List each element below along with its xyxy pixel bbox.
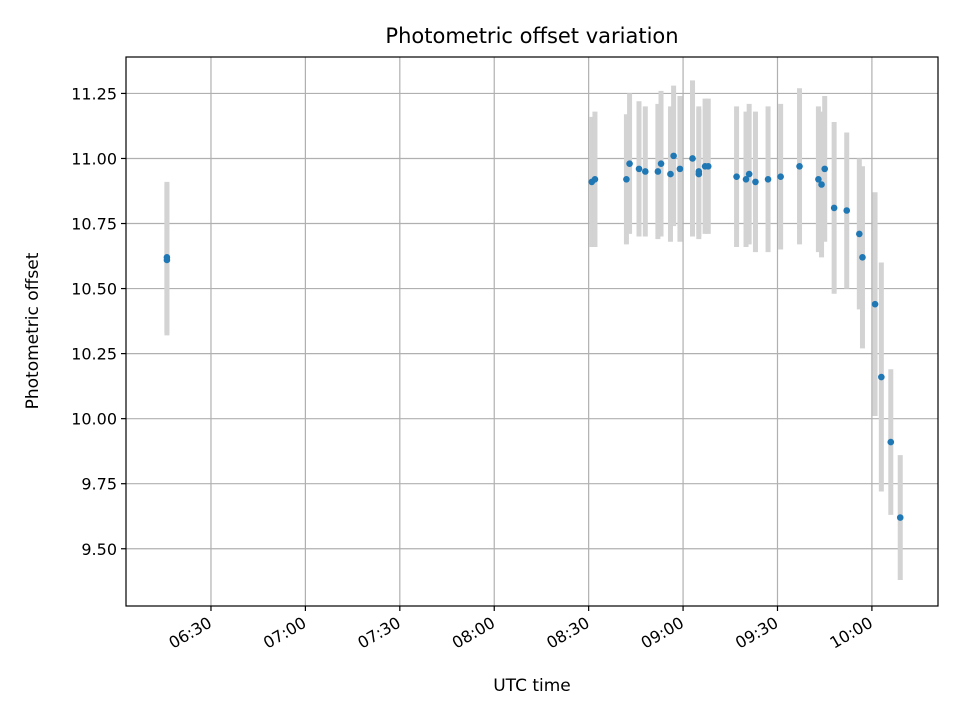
x-axis-title: UTC time	[493, 676, 571, 696]
data-point	[821, 165, 828, 173]
data-point	[887, 438, 895, 446]
chart-title: Photometric offset variation	[385, 24, 678, 48]
data-point	[670, 152, 677, 160]
data-point	[163, 254, 171, 261]
data-point	[635, 165, 643, 173]
data-point	[623, 175, 630, 183]
data-point	[695, 168, 703, 175]
data-point	[896, 514, 904, 521]
data-point	[704, 162, 712, 170]
y-tick-label: 11.25	[71, 84, 117, 103]
y-tick-label: 11.00	[71, 149, 117, 168]
data-point	[764, 175, 772, 183]
data-point	[878, 373, 885, 381]
data-point	[830, 204, 838, 212]
data-point	[742, 175, 750, 183]
grid-lines	[126, 57, 938, 606]
data-point	[777, 173, 784, 180]
data-point	[657, 160, 665, 167]
data-point	[859, 254, 866, 261]
y-tick-label: 9.75	[81, 475, 117, 494]
y-axis-ticks: 9.50 9.75 10.00 10.25 10.50 10.75 11.00 11.25	[71, 84, 126, 559]
y-tick-label: 10.00	[71, 410, 117, 429]
data-point	[733, 173, 740, 180]
data-point	[667, 170, 674, 178]
data-point	[745, 170, 753, 178]
y-tick-label: 9.50	[81, 540, 117, 559]
data-point	[689, 155, 696, 162]
data-point	[626, 160, 633, 167]
data-point	[676, 165, 684, 173]
plot-frame	[125, 56, 939, 607]
data-point	[815, 175, 822, 183]
data-points	[163, 152, 904, 521]
y-tick-label: 10.25	[71, 345, 117, 364]
data-point	[654, 168, 662, 175]
data-point	[856, 230, 863, 238]
data-point	[843, 207, 851, 214]
data-point	[752, 178, 759, 186]
y-axis-title: Photometric offset	[23, 252, 43, 409]
y-tick-label: 10.75	[71, 215, 117, 234]
data-point	[796, 162, 803, 170]
data-point	[818, 181, 825, 188]
y-tick-label: 10.50	[71, 280, 117, 299]
data-point	[591, 175, 599, 183]
data-point	[642, 168, 649, 175]
data-point	[871, 300, 879, 308]
